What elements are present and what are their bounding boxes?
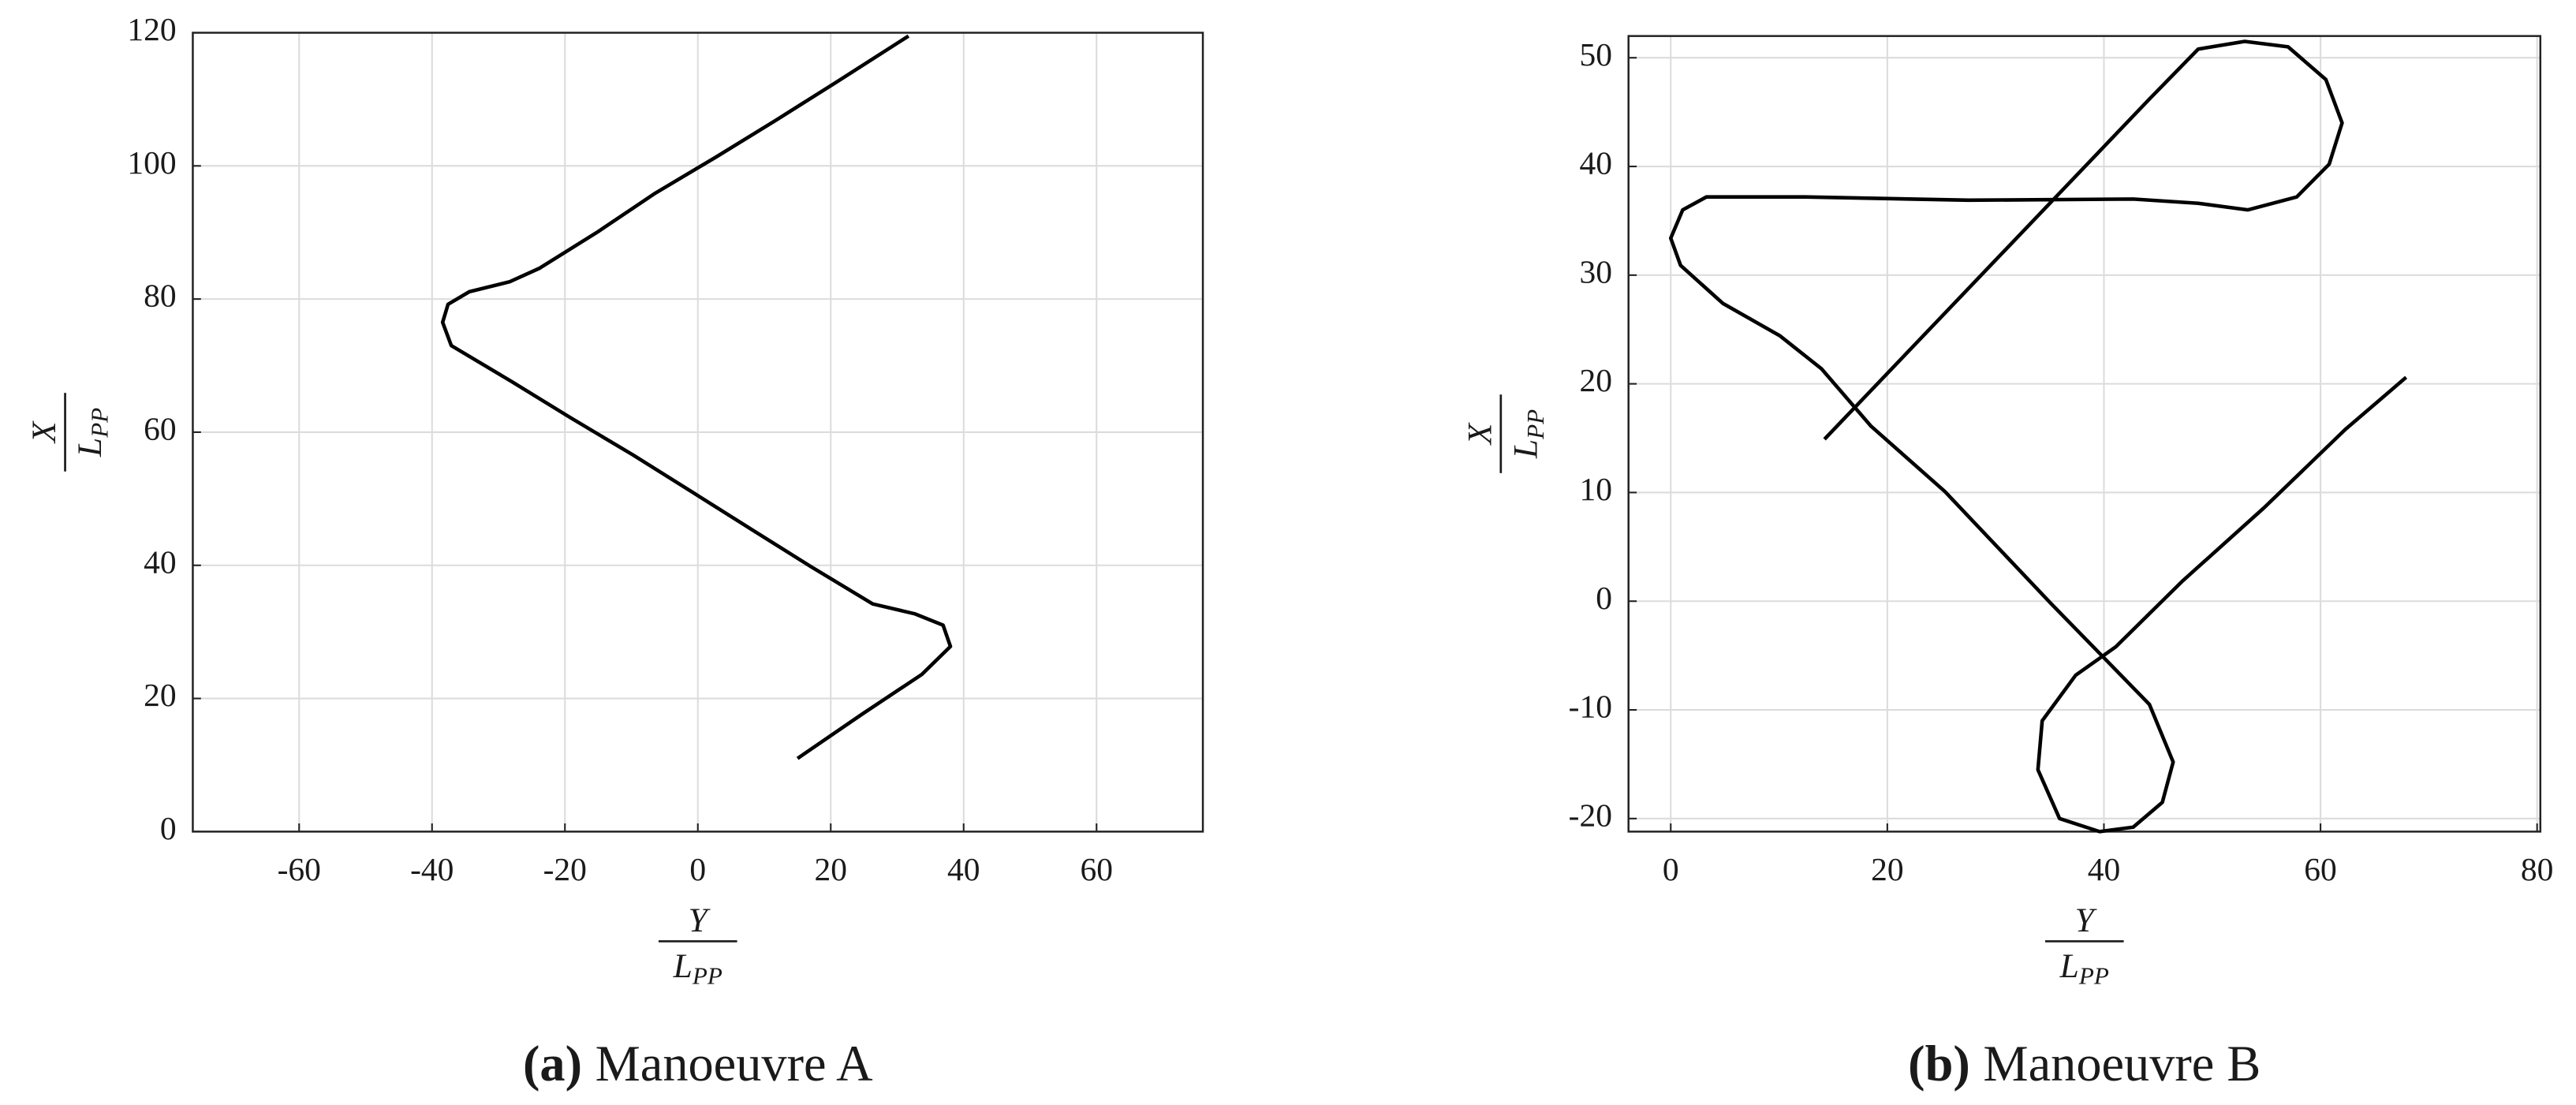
- label-numerator: Y: [689, 902, 711, 939]
- y-tick-label: 40: [144, 543, 177, 580]
- den-letter: L: [2059, 947, 2079, 985]
- den-subscript: PP: [2078, 961, 2109, 989]
- x-tick-label: 40: [2088, 851, 2121, 887]
- y-tick-label: 80: [144, 278, 177, 314]
- y-tick-label: 60: [144, 410, 177, 446]
- den-subscript: PP: [1521, 409, 1549, 440]
- y-tick-label: 30: [1579, 253, 1611, 289]
- x-tick-label: 0: [689, 851, 706, 887]
- den-subscript: PP: [692, 961, 722, 989]
- x-tick-label: 20: [815, 851, 848, 887]
- x-tick-label: 40: [947, 851, 980, 887]
- label-denominator: LPP: [2059, 947, 2109, 989]
- x-tick-label: 60: [1081, 851, 1114, 887]
- y-tick-label: 10: [1579, 471, 1611, 507]
- caption: (b) Manoeuvre B: [1908, 1036, 2261, 1092]
- x-tick-label: 20: [1871, 851, 1904, 887]
- label-numerator: X: [25, 420, 63, 444]
- caption-text: Manoeuvre B: [1983, 1036, 2261, 1092]
- y-tick-label: 40: [1579, 145, 1611, 181]
- den-subscript: PP: [86, 408, 114, 439]
- y-tick-label: 120: [127, 11, 176, 47]
- label-denominator: LPP: [71, 408, 113, 457]
- y-tick-label: 0: [1596, 580, 1612, 616]
- label-numerator: Y: [2075, 902, 2098, 939]
- caption-label: (b): [1908, 1036, 1970, 1092]
- y-tick-label: 20: [1579, 362, 1611, 398]
- caption-label: (a): [523, 1036, 582, 1092]
- y-tick-label: 0: [160, 810, 177, 846]
- x-tick-label: 80: [2521, 851, 2553, 887]
- trajectory: [1668, 39, 2408, 834]
- x-tick-label: 0: [1663, 851, 1679, 887]
- y-tick-label: 50: [1579, 36, 1611, 73]
- caption-text: Manoeuvre A: [595, 1036, 873, 1092]
- den-letter: L: [673, 947, 693, 985]
- label-denominator: LPP: [673, 947, 722, 989]
- caption: (a) Manoeuvre A: [523, 1036, 873, 1092]
- den-letter: L: [1506, 439, 1544, 459]
- x-tick-label: -20: [543, 851, 587, 887]
- y-tick-label: -20: [1569, 797, 1612, 833]
- plot-frame: [192, 32, 1204, 833]
- y-tick-label: 20: [144, 677, 177, 713]
- den-letter: L: [71, 438, 109, 457]
- x-tick-label: 60: [2304, 851, 2337, 887]
- x-tick-label: -60: [278, 851, 321, 887]
- plot-frame: [1627, 35, 2542, 833]
- x-tick-label: -40: [410, 851, 454, 887]
- y-tick-label: -10: [1569, 689, 1612, 725]
- label-denominator: LPP: [1506, 409, 1548, 459]
- trajectory: [440, 34, 953, 760]
- label-numerator: X: [1461, 421, 1499, 446]
- y-tick-label: 100: [127, 144, 176, 181]
